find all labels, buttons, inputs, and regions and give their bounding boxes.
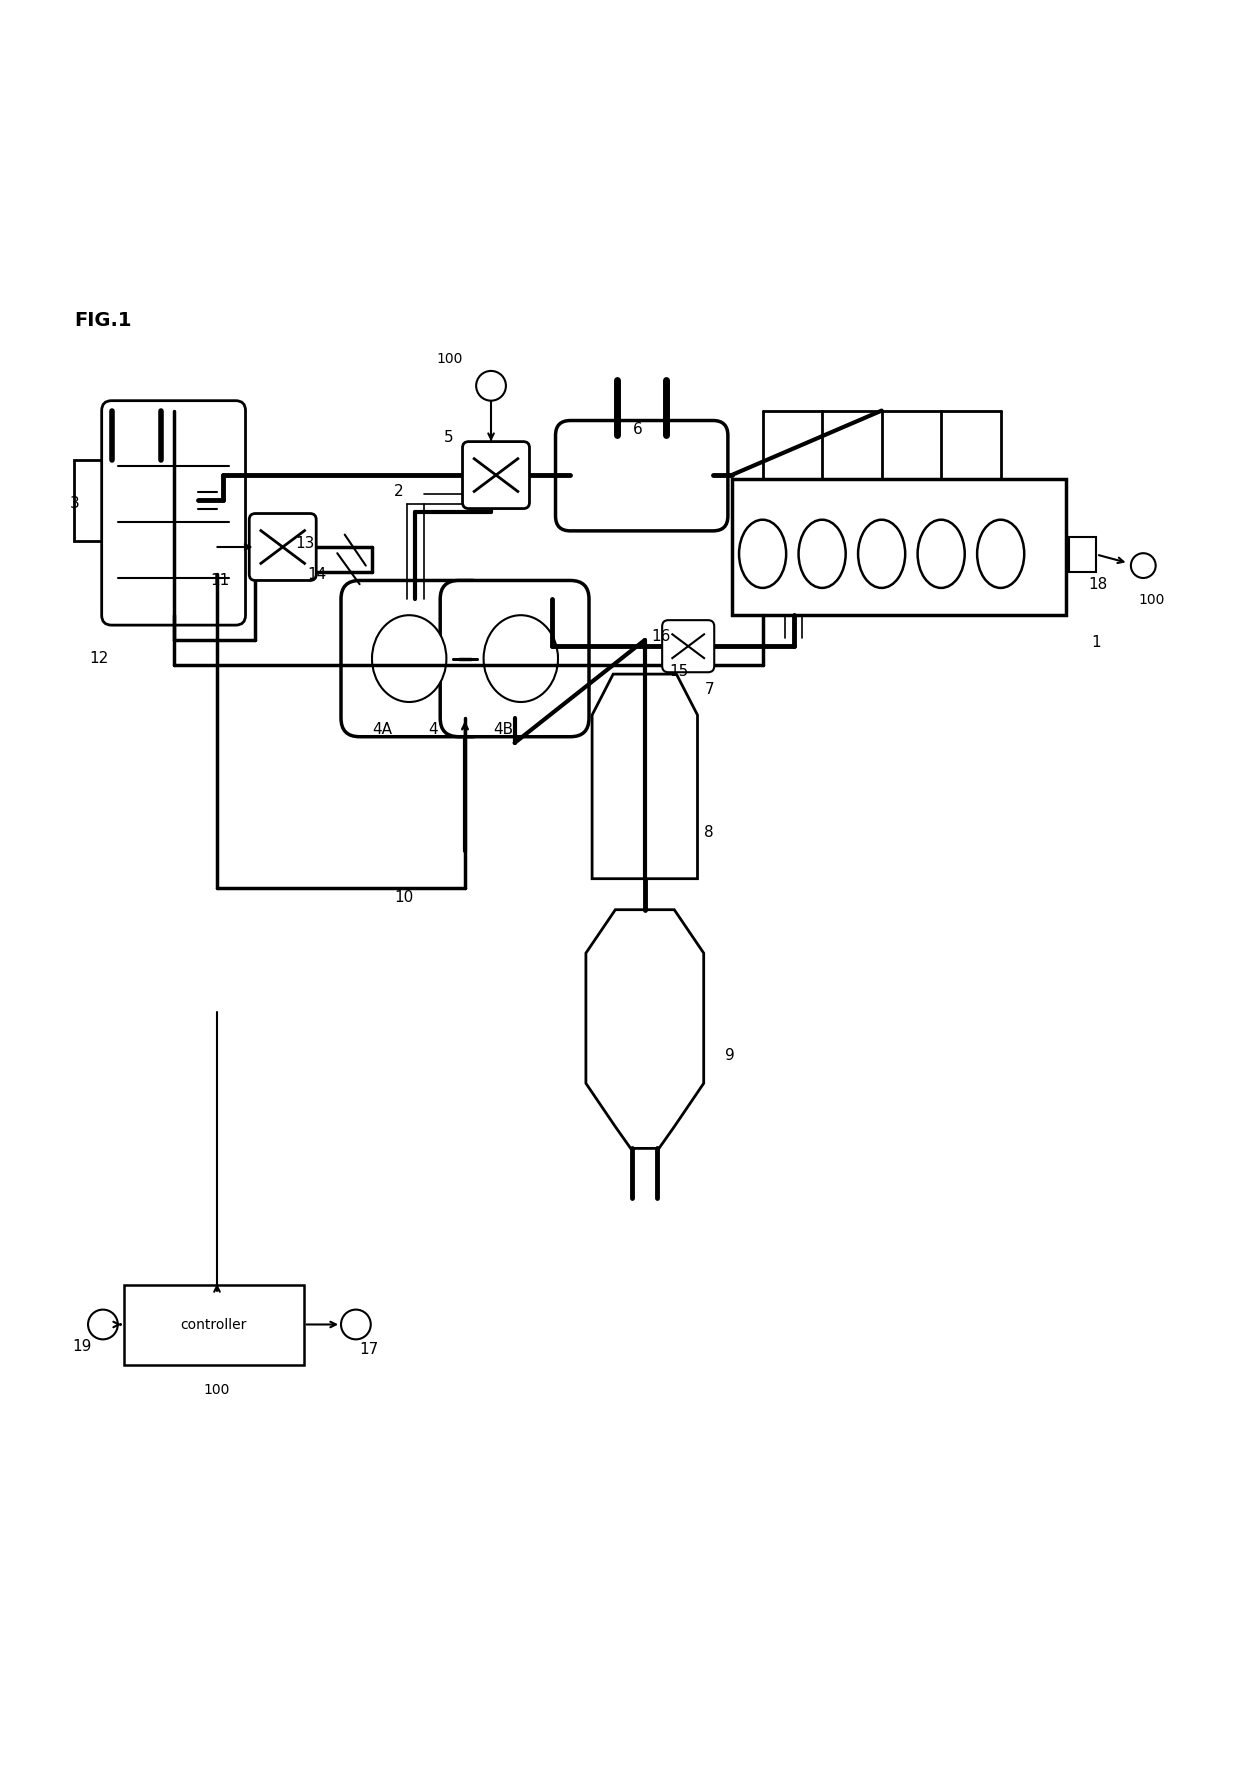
Text: controller: controller (181, 1318, 247, 1332)
Ellipse shape (858, 520, 905, 588)
Text: 15: 15 (670, 664, 689, 678)
Circle shape (88, 1309, 118, 1339)
Text: 100: 100 (203, 1384, 231, 1398)
Polygon shape (593, 675, 697, 879)
Ellipse shape (977, 520, 1024, 588)
Bar (1069, 536, 1096, 572)
Ellipse shape (799, 520, 846, 588)
FancyBboxPatch shape (440, 581, 589, 737)
Text: 13: 13 (295, 536, 315, 551)
Text: 9: 9 (725, 1048, 735, 1062)
Text: 10: 10 (394, 890, 414, 906)
FancyBboxPatch shape (662, 620, 714, 673)
Text: 4A: 4A (372, 721, 392, 737)
FancyBboxPatch shape (249, 513, 316, 581)
Text: 2: 2 (394, 483, 404, 499)
Text: 17: 17 (360, 1343, 379, 1357)
Ellipse shape (484, 614, 558, 702)
Circle shape (476, 371, 506, 401)
FancyBboxPatch shape (463, 442, 529, 508)
Text: 7: 7 (704, 682, 714, 698)
Bar (74, 460, 198, 542)
Text: 8: 8 (704, 824, 714, 840)
Text: 5: 5 (444, 430, 454, 446)
Text: 12: 12 (89, 652, 109, 666)
Text: 19: 19 (72, 1339, 92, 1355)
Text: 14: 14 (308, 567, 327, 583)
FancyBboxPatch shape (102, 401, 246, 625)
Text: 11: 11 (211, 574, 231, 588)
Text: 18: 18 (1089, 577, 1109, 591)
FancyBboxPatch shape (341, 581, 490, 737)
Text: 4: 4 (428, 721, 438, 737)
Ellipse shape (739, 520, 786, 588)
Text: 100: 100 (436, 352, 463, 366)
Text: 16: 16 (651, 629, 671, 643)
FancyBboxPatch shape (556, 421, 728, 531)
Bar (124, 1284, 304, 1366)
Text: FIG.1: FIG.1 (74, 311, 131, 330)
Circle shape (1131, 552, 1156, 577)
Text: 4B: 4B (494, 721, 513, 737)
Text: 1: 1 (1091, 636, 1101, 650)
Text: 100: 100 (1138, 593, 1164, 607)
Ellipse shape (372, 614, 446, 702)
Text: 3: 3 (69, 496, 79, 511)
Polygon shape (587, 909, 704, 1149)
Text: 6: 6 (632, 421, 642, 437)
Ellipse shape (918, 520, 965, 588)
Bar (732, 480, 1066, 614)
Circle shape (341, 1309, 371, 1339)
